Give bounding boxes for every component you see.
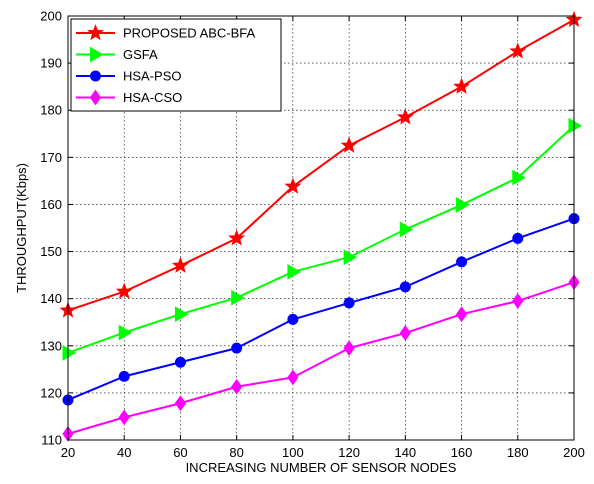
data-point-proposed-abc-bfa bbox=[284, 177, 302, 194]
y-tick-label: 160 bbox=[40, 197, 62, 212]
x-axis-label: INCREASING NUMBER OF SENSOR NODES bbox=[186, 460, 457, 475]
y-tick-label: 190 bbox=[40, 56, 62, 71]
axis-ticks: 20 40 60 80 100 120 140 160 180 200 110 120 130 140 15… bbox=[40, 9, 585, 461]
data-point-hsa-pso bbox=[343, 297, 355, 309]
x-tick-label: 200 bbox=[563, 445, 585, 460]
legend-marker-hsa-cso bbox=[89, 89, 102, 106]
legend-marker-proposed-abc-bfa bbox=[87, 24, 104, 41]
y-tick-label: 140 bbox=[40, 291, 62, 306]
x-tick-label: 160 bbox=[451, 445, 473, 460]
series-line-hsa-pso bbox=[67, 217, 575, 401]
data-point-gsfa bbox=[118, 324, 133, 341]
y-tick-label: 130 bbox=[40, 338, 62, 353]
y-axis-label: THROUGHPUT(Kbps) bbox=[14, 163, 29, 293]
data-point-gsfa bbox=[568, 117, 582, 134]
data-point-proposed-abc-bfa bbox=[396, 108, 414, 125]
x-tick-label: 60 bbox=[173, 445, 187, 460]
y-tick-label: 200 bbox=[40, 9, 62, 24]
series-line-hsa-cso bbox=[67, 281, 575, 435]
data-point-hsa-pso bbox=[399, 281, 411, 293]
y-tick-label: 110 bbox=[41, 433, 62, 448]
x-tick-label: 120 bbox=[338, 445, 360, 460]
x-tick-label: 180 bbox=[507, 445, 529, 460]
data-point-hsa-cso bbox=[118, 409, 130, 426]
legend-label-gsfa: GSFA bbox=[123, 47, 158, 62]
legend-label-hsa-pso: HSA-PSO bbox=[123, 69, 182, 84]
data-point-gsfa bbox=[456, 197, 470, 213]
data-point-proposed-abc-bfa bbox=[228, 229, 246, 246]
y-tick-label: 150 bbox=[40, 244, 62, 259]
series-lines bbox=[67, 18, 575, 435]
legend-label-proposed-abc-bfa: PROPOSED ABC-BFA bbox=[123, 26, 256, 41]
data-point-gsfa bbox=[174, 306, 189, 323]
legend-box bbox=[70, 18, 282, 112]
data-point-hsa-cso bbox=[287, 369, 299, 386]
data-point-hsa-pso bbox=[174, 356, 186, 368]
legend: PROPOSED ABC-BFA GSFA HSA-PSO HSA-CSO bbox=[70, 18, 282, 112]
x-tick-label: 80 bbox=[229, 445, 243, 460]
data-point-hsa-pso bbox=[231, 342, 243, 354]
data-point-hsa-pso bbox=[287, 313, 299, 325]
data-point-hsa-cso bbox=[455, 306, 468, 323]
x-tick-label: 20 bbox=[61, 445, 75, 460]
data-point-proposed-abc-bfa bbox=[340, 136, 358, 153]
legend-marker-hsa-pso bbox=[90, 70, 101, 82]
data-point-proposed-abc-bfa bbox=[115, 282, 133, 299]
data-point-hsa-cso bbox=[343, 340, 355, 356]
data-point-hsa-cso bbox=[399, 325, 411, 341]
data-point-gsfa bbox=[399, 221, 414, 238]
series-line-gsfa bbox=[67, 125, 575, 354]
x-tick-label: 140 bbox=[394, 445, 416, 460]
legend-marker-gsfa bbox=[90, 46, 104, 63]
data-point-gsfa bbox=[512, 169, 526, 186]
data-point-gsfa bbox=[62, 344, 76, 361]
data-point-hsa-cso bbox=[174, 395, 187, 412]
legend-label-hsa-cso: HSA-CSO bbox=[123, 90, 182, 105]
y-tick-label: 180 bbox=[40, 103, 62, 118]
x-tick-label: 40 bbox=[117, 445, 131, 460]
data-point-hsa-cso bbox=[231, 378, 243, 395]
data-point-hsa-pso bbox=[512, 232, 524, 244]
series-markers bbox=[59, 10, 583, 442]
data-point-hsa-pso bbox=[456, 256, 468, 268]
y-tick-label: 170 bbox=[40, 150, 62, 165]
data-point-hsa-pso bbox=[118, 370, 130, 382]
data-point-hsa-cso bbox=[512, 293, 524, 309]
x-tick-label: 100 bbox=[282, 445, 304, 460]
data-point-gsfa bbox=[287, 263, 301, 280]
plot-frame bbox=[67, 15, 575, 441]
y-tick-label: 120 bbox=[40, 385, 62, 400]
data-point-gsfa bbox=[231, 289, 245, 306]
data-point-proposed-abc-bfa bbox=[453, 77, 471, 94]
data-point-proposed-abc-bfa bbox=[509, 42, 527, 59]
series-line-proposed-abc-bfa bbox=[67, 18, 575, 312]
data-point-proposed-abc-bfa bbox=[171, 256, 189, 273]
data-point-gsfa bbox=[343, 249, 358, 266]
